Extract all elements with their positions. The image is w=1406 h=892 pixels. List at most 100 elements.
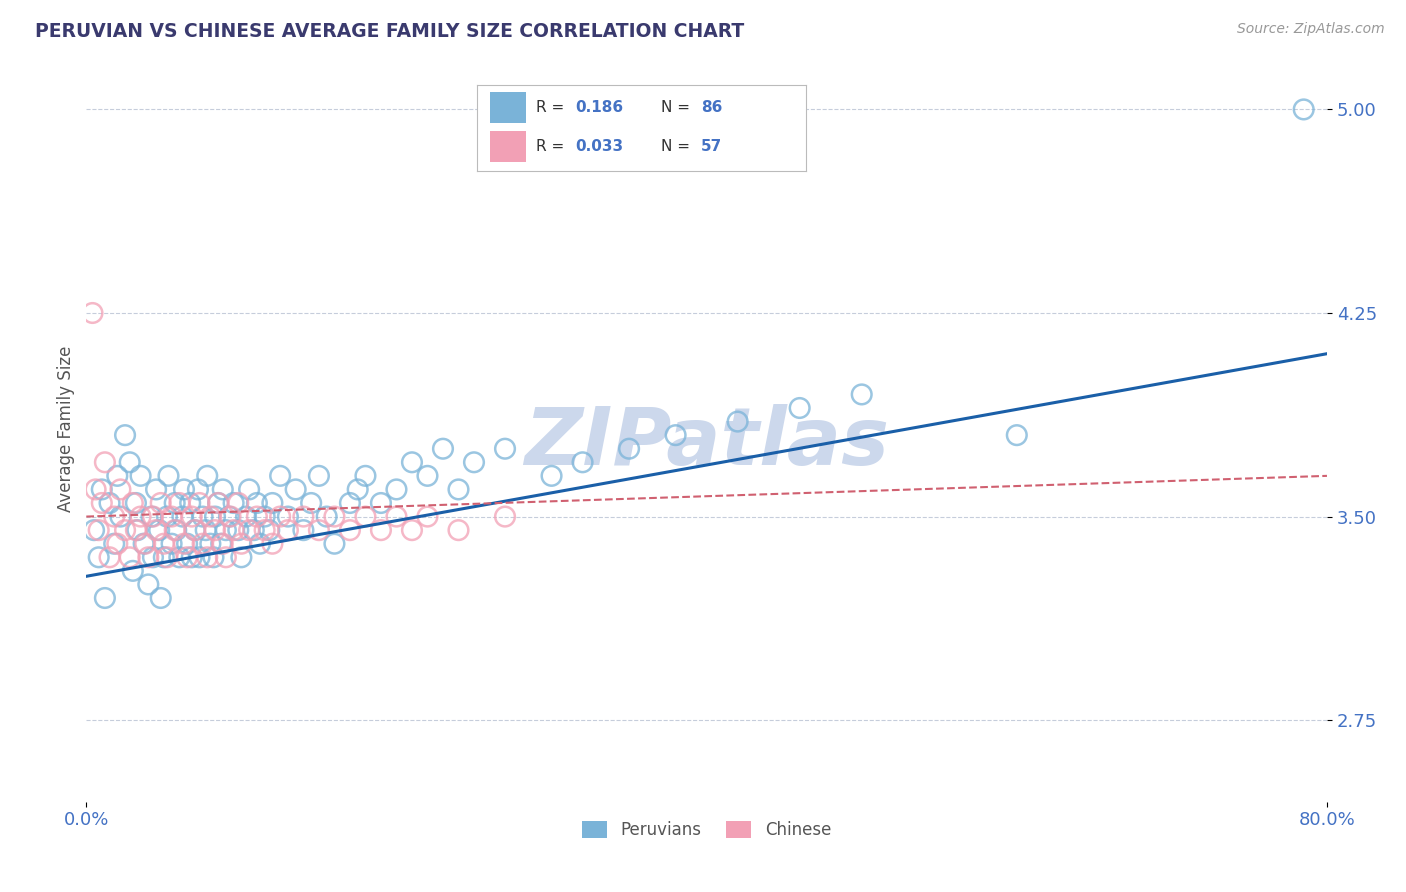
Point <box>153 537 176 551</box>
Point <box>789 401 811 415</box>
Point <box>121 564 143 578</box>
Point <box>188 496 211 510</box>
Point <box>315 509 337 524</box>
Point <box>346 483 368 497</box>
Point <box>1292 103 1315 117</box>
Point <box>215 523 238 537</box>
Point <box>142 550 165 565</box>
Point <box>169 550 191 565</box>
Point <box>218 509 240 524</box>
Point <box>209 537 232 551</box>
Point <box>103 509 125 524</box>
Point <box>180 550 202 565</box>
Point <box>253 509 276 524</box>
Point <box>339 523 361 537</box>
Legend: Peruvians, Chinese: Peruvians, Chinese <box>575 814 838 846</box>
Point <box>231 550 253 565</box>
Point <box>172 509 194 524</box>
Point <box>463 455 485 469</box>
Point <box>195 550 218 565</box>
Point <box>188 550 211 565</box>
Point <box>142 509 165 524</box>
Point <box>211 537 233 551</box>
Point <box>207 496 229 510</box>
Point <box>231 537 253 551</box>
Point <box>385 509 408 524</box>
Point <box>219 509 242 524</box>
Point <box>98 496 121 510</box>
Y-axis label: Average Family Size: Average Family Size <box>58 345 75 511</box>
Point <box>145 483 167 497</box>
Point <box>354 468 377 483</box>
Point <box>176 550 198 565</box>
Point <box>540 468 562 483</box>
Point <box>129 468 152 483</box>
Point <box>200 537 222 551</box>
Point <box>851 387 873 401</box>
Point <box>416 468 439 483</box>
Point <box>284 483 307 497</box>
Point <box>246 496 269 510</box>
Point <box>401 523 423 537</box>
Point <box>173 483 195 497</box>
Point <box>176 537 198 551</box>
Point <box>202 550 225 565</box>
Point <box>385 483 408 497</box>
Point <box>447 523 470 537</box>
Point <box>238 483 260 497</box>
Point <box>292 523 315 537</box>
Point <box>308 468 330 483</box>
Point <box>103 537 125 551</box>
Point <box>163 523 186 537</box>
Point <box>160 537 183 551</box>
Point <box>118 455 141 469</box>
Point <box>246 509 269 524</box>
Point <box>110 509 132 524</box>
Point <box>160 509 183 524</box>
Point <box>83 523 105 537</box>
Point <box>90 483 112 497</box>
Point <box>129 509 152 524</box>
Point <box>156 550 179 565</box>
Point <box>90 496 112 510</box>
Point <box>136 577 159 591</box>
Point <box>156 509 179 524</box>
Point <box>187 483 209 497</box>
Point <box>211 483 233 497</box>
Point <box>110 483 132 497</box>
Point <box>195 468 218 483</box>
Point <box>118 550 141 565</box>
Point <box>165 523 187 537</box>
Point <box>194 523 217 537</box>
Point <box>269 509 291 524</box>
Point <box>292 509 315 524</box>
Point <box>401 455 423 469</box>
Point <box>163 496 186 510</box>
Point <box>354 509 377 524</box>
Point <box>226 523 249 537</box>
Text: ZIPatlas: ZIPatlas <box>524 404 889 483</box>
Point <box>184 523 207 537</box>
Point <box>149 496 172 510</box>
Point <box>153 550 176 565</box>
Point <box>242 523 264 537</box>
Point <box>173 537 195 551</box>
Point <box>269 468 291 483</box>
Point <box>204 523 226 537</box>
Point <box>204 509 226 524</box>
Point <box>179 496 201 510</box>
Point <box>277 523 299 537</box>
Point <box>447 483 470 497</box>
Point <box>727 415 749 429</box>
Point <box>215 550 238 565</box>
Point <box>87 523 110 537</box>
Point <box>82 306 104 320</box>
Point <box>145 523 167 537</box>
Point <box>125 496 148 510</box>
Point <box>105 537 128 551</box>
Point <box>222 523 245 537</box>
Point <box>370 496 392 510</box>
Point <box>84 483 107 497</box>
Point <box>207 496 229 510</box>
Point <box>253 523 276 537</box>
